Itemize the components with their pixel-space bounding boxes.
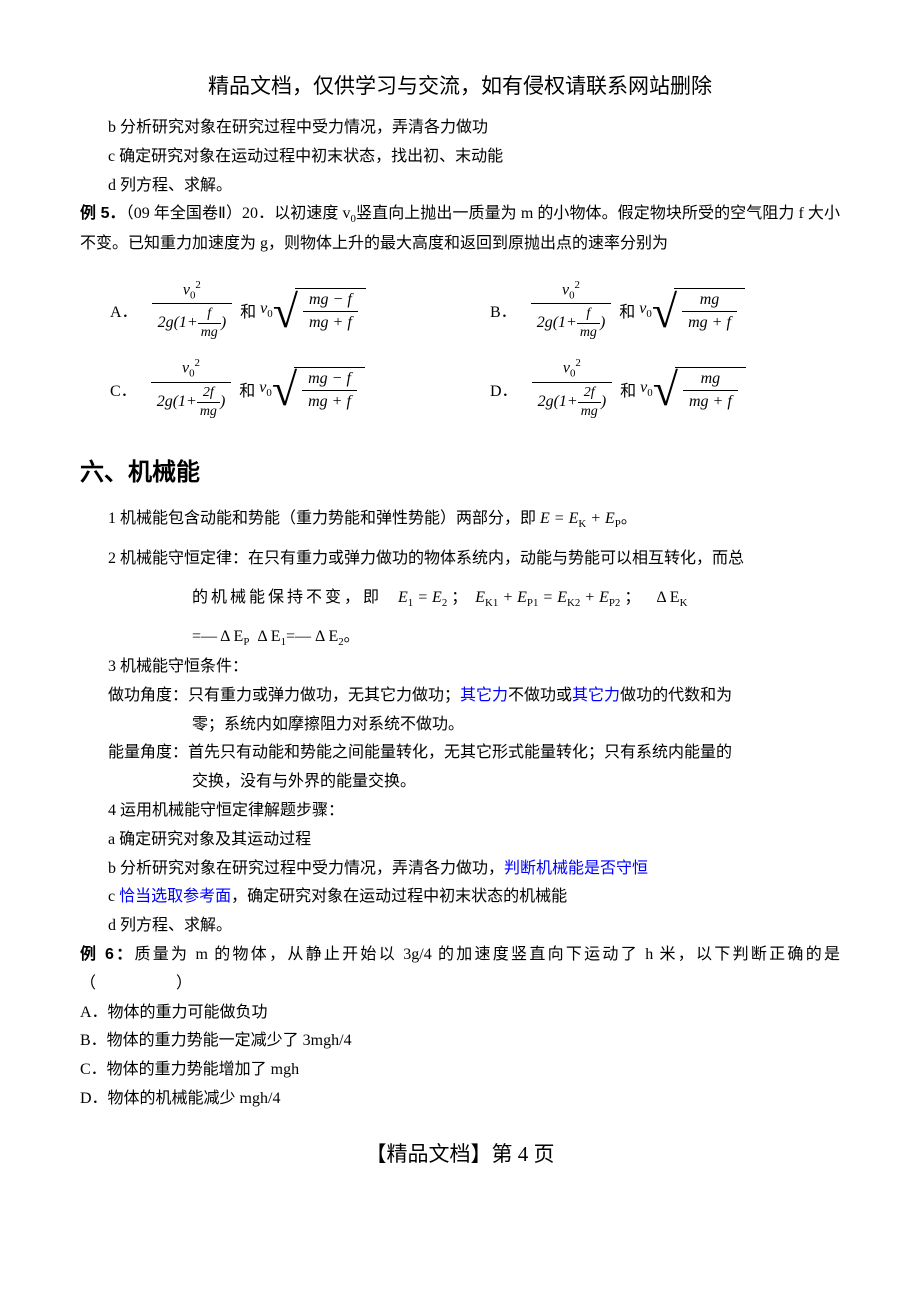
ex6-label: 例 6： bbox=[80, 946, 134, 963]
s6-p2-eq3: Δ EK bbox=[656, 589, 687, 606]
s6-p3-work-b: 不做功或 bbox=[508, 687, 572, 704]
s6-p3-work-c: 做功的代数和为 bbox=[620, 687, 732, 704]
s6-p1: 1 机械能包含动能和势能（重力势能和弹性势能）两部分，即 E = EK + EP… bbox=[80, 505, 840, 535]
s6-p3-work-line2: 零；系统内如摩擦阻力对系统不做功。 bbox=[80, 711, 840, 740]
s6-p1-b: 。 bbox=[621, 510, 637, 527]
choice-b-v0: v0 bbox=[639, 300, 652, 320]
s6-p3-energy-line2: 交换，没有与外界的能量交换。 bbox=[80, 768, 840, 797]
choice-c-letter: C． bbox=[110, 377, 137, 401]
choice-c-v0: v0 bbox=[259, 379, 272, 399]
choice-c-height: v02 2g(1+2fmg) bbox=[151, 357, 232, 420]
choice-b-letter: B． bbox=[490, 298, 517, 322]
pre-line-c: c 确定研究对象在运动过程中初末状态，找出初、末动能 bbox=[80, 143, 840, 172]
ex6-a: A．物体的重力可能做负功 bbox=[80, 999, 840, 1028]
s6-p2-b-spaced: 的机械能保持不变，即 bbox=[192, 589, 382, 606]
example-5: 例 5．（09 年全国卷Ⅱ）20．以初速度 v0竖直向上抛出一质量为 m 的小物… bbox=[80, 200, 840, 259]
s6-p4-b: b 分析研究对象在研究过程中受力情况，弄清各力做功，判断机械能是否守恒 bbox=[80, 855, 840, 884]
choice-a: A． v02 2g(1+fmg) 和 v0 √ mg − f mg + f bbox=[80, 271, 460, 350]
ex5-label: 例 5． bbox=[80, 205, 126, 222]
s6-p3-work-a: 做功角度：只有重力或弹力做功，无其它力做功； bbox=[108, 687, 460, 704]
s6-p2-eq1: E1 = E2 bbox=[398, 589, 447, 606]
choice-d-and: 和 bbox=[620, 377, 636, 401]
s6-p1-a: 1 机械能包含动能和势能（重力势能和弹性势能）两部分，即 bbox=[108, 510, 540, 527]
s6-p3-energy-line1: 能量角度：首先只有动能和势能之间能量转化，无其它形式能量转化；只有系统内能量的 bbox=[80, 739, 840, 768]
s6-p4-c-blue: 恰当选取参考面 bbox=[119, 888, 231, 905]
s6-p4-a: a 确定研究对象及其运动过程 bbox=[80, 826, 840, 855]
choice-b: B． v02 2g(1+fmg) 和 v0 √ mg mg + f bbox=[460, 271, 840, 350]
choice-d-v0: v0 bbox=[640, 379, 653, 399]
s6-p3: 3 机械能守恒条件： bbox=[80, 653, 840, 682]
choice-b-and: 和 bbox=[619, 298, 635, 322]
choice-a-height: v02 2g(1+fmg) bbox=[152, 279, 233, 342]
choice-d: D． v02 2g(1+2fmg) 和 v0 √ mg mg + f bbox=[460, 349, 840, 428]
choice-a-and: 和 bbox=[240, 298, 256, 322]
s6-p2-c: =— Δ EP Δ E1=— Δ E2。 bbox=[80, 623, 840, 653]
choice-a-sqrt: √ mg − f mg + f bbox=[273, 288, 366, 332]
choice-c: C． v02 2g(1+2fmg) 和 v0 √ mg − f mg + f bbox=[80, 349, 460, 428]
s6-p4-b-blue: 判断机械能是否守恒 bbox=[504, 860, 648, 877]
s6-p2-b: 的机械能保持不变，即 E1 = E2 ； EK1 + EP1 = EK2 + E… bbox=[80, 584, 840, 614]
ex6-text: 质量为 m 的物体，从静止开始以 3g/4 的加速度竖直向下运动了 h 米，以下… bbox=[80, 946, 840, 992]
s6-p4-d: d 列方程、求解。 bbox=[80, 912, 840, 941]
choice-d-letter: D． bbox=[490, 377, 518, 401]
s6-p4: 4 运用机械能守恒定律解题步骤： bbox=[80, 797, 840, 826]
s6-p4-c-1: c bbox=[108, 888, 119, 905]
pre-line-d: d 列方程、求解。 bbox=[80, 172, 840, 201]
section-6-heading: 六、机械能 bbox=[80, 452, 840, 487]
choice-a-v0: v0 bbox=[260, 300, 273, 320]
ex6-d: D．物体的机械能减少 mgh/4 bbox=[80, 1085, 840, 1114]
choice-d-height: v02 2g(1+2fmg) bbox=[532, 357, 613, 420]
choice-d-sqrt: √ mg mg + f bbox=[653, 367, 746, 411]
example-6: 例 6：质量为 m 的物体，从静止开始以 3g/4 的加速度竖直向下运动了 h … bbox=[80, 941, 840, 999]
s6-p3-work-line1: 做功角度：只有重力或弹力做功，无其它力做功；其它力不做功或其它力做功的代数和为 bbox=[80, 682, 840, 711]
choice-b-sqrt: √ mg mg + f bbox=[652, 288, 745, 332]
choice-a-letter: A． bbox=[110, 298, 138, 322]
s6-p3-work-blue2: 其它力 bbox=[572, 687, 620, 704]
s6-p1-eq: E = EK + EP bbox=[540, 510, 621, 527]
ex6-b: B．物体的重力势能一定减少了 3mgh/4 bbox=[80, 1027, 840, 1056]
page-footer: 【精品文档】第 4 页 bbox=[80, 1138, 840, 1168]
choice-b-height: v02 2g(1+fmg) bbox=[531, 279, 612, 342]
s6-p2-a: 2 机械能守恒定律：在只有重力或弹力做功的物体系统内，动能与势能可以相互转化，而… bbox=[80, 545, 840, 574]
top-notice: 精品文档，仅供学习与交流，如有侵权请联系网站删除 bbox=[80, 70, 840, 100]
s6-p3-work-blue1: 其它力 bbox=[460, 687, 508, 704]
choice-c-and: 和 bbox=[239, 377, 255, 401]
s6-p4-c-2: ，确定研究对象在运动过程中初末状态的机械能 bbox=[231, 888, 567, 905]
choice-c-sqrt: √ mg − f mg + f bbox=[272, 367, 365, 411]
ex5-text-1: （09 年全国卷Ⅱ）20．以初速度 v bbox=[126, 205, 351, 222]
s6-p4-b-1: b 分析研究对象在研究过程中受力情况，弄清各力做功， bbox=[108, 860, 504, 877]
pre-line-b: b 分析研究对象在研究过程中受力情况，弄清各力做功 bbox=[80, 114, 840, 143]
s6-p4-c: c 恰当选取参考面，确定研究对象在运动过程中初末状态的机械能 bbox=[80, 883, 840, 912]
s6-p2-eq2: EK1 + EP1 = EK2 + EP2 bbox=[475, 589, 620, 606]
ex5-choices: A． v02 2g(1+fmg) 和 v0 √ mg − f mg + f B． bbox=[80, 271, 840, 428]
ex6-c: C．物体的重力势能增加了 mgh bbox=[80, 1056, 840, 1085]
page-container: 精品文档，仅供学习与交流，如有侵权请联系网站删除 b 分析研究对象在研究过程中受… bbox=[0, 0, 920, 1208]
